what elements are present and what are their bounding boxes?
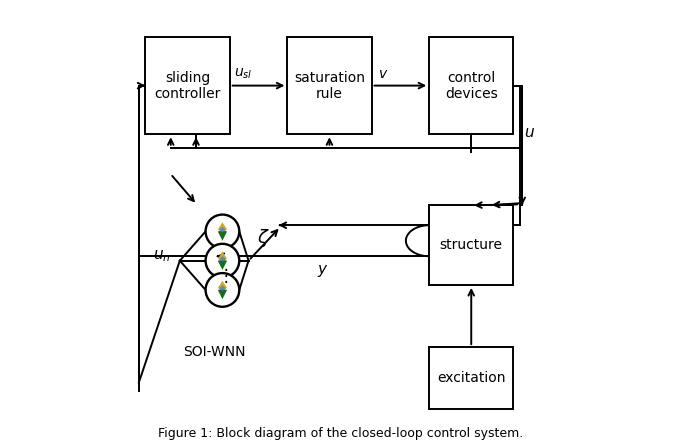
Text: saturation
rule: saturation rule — [294, 70, 365, 101]
Polygon shape — [218, 231, 227, 241]
Polygon shape — [219, 227, 226, 232]
Polygon shape — [218, 252, 227, 260]
Text: $u_n$: $u_n$ — [153, 248, 171, 264]
Polygon shape — [219, 256, 226, 262]
Text: $\zeta$: $\zeta$ — [257, 227, 270, 249]
Circle shape — [206, 273, 239, 307]
Text: $y$: $y$ — [317, 263, 328, 279]
Polygon shape — [218, 260, 227, 270]
Polygon shape — [218, 281, 227, 289]
Text: $\vdots$: $\vdots$ — [217, 266, 228, 285]
Circle shape — [206, 244, 239, 277]
Text: Figure 1: Block diagram of the closed-loop control system.: Figure 1: Block diagram of the closed-lo… — [158, 427, 523, 440]
Text: excitation: excitation — [437, 371, 505, 385]
Circle shape — [206, 215, 239, 248]
Text: $u_{sl}$: $u_{sl}$ — [234, 67, 253, 81]
Bar — [429, 37, 513, 134]
Text: sliding
controller: sliding controller — [155, 70, 221, 101]
Bar — [287, 37, 372, 134]
Text: SOI-WNN: SOI-WNN — [183, 345, 245, 359]
Bar — [146, 37, 229, 134]
Polygon shape — [218, 289, 227, 299]
Polygon shape — [218, 222, 227, 231]
Text: control
devices: control devices — [445, 70, 498, 101]
Bar — [429, 205, 513, 285]
Text: $u$: $u$ — [524, 124, 535, 140]
Bar — [429, 347, 513, 409]
Text: structure: structure — [440, 238, 503, 252]
Polygon shape — [219, 285, 226, 291]
Text: $v$: $v$ — [378, 67, 389, 81]
